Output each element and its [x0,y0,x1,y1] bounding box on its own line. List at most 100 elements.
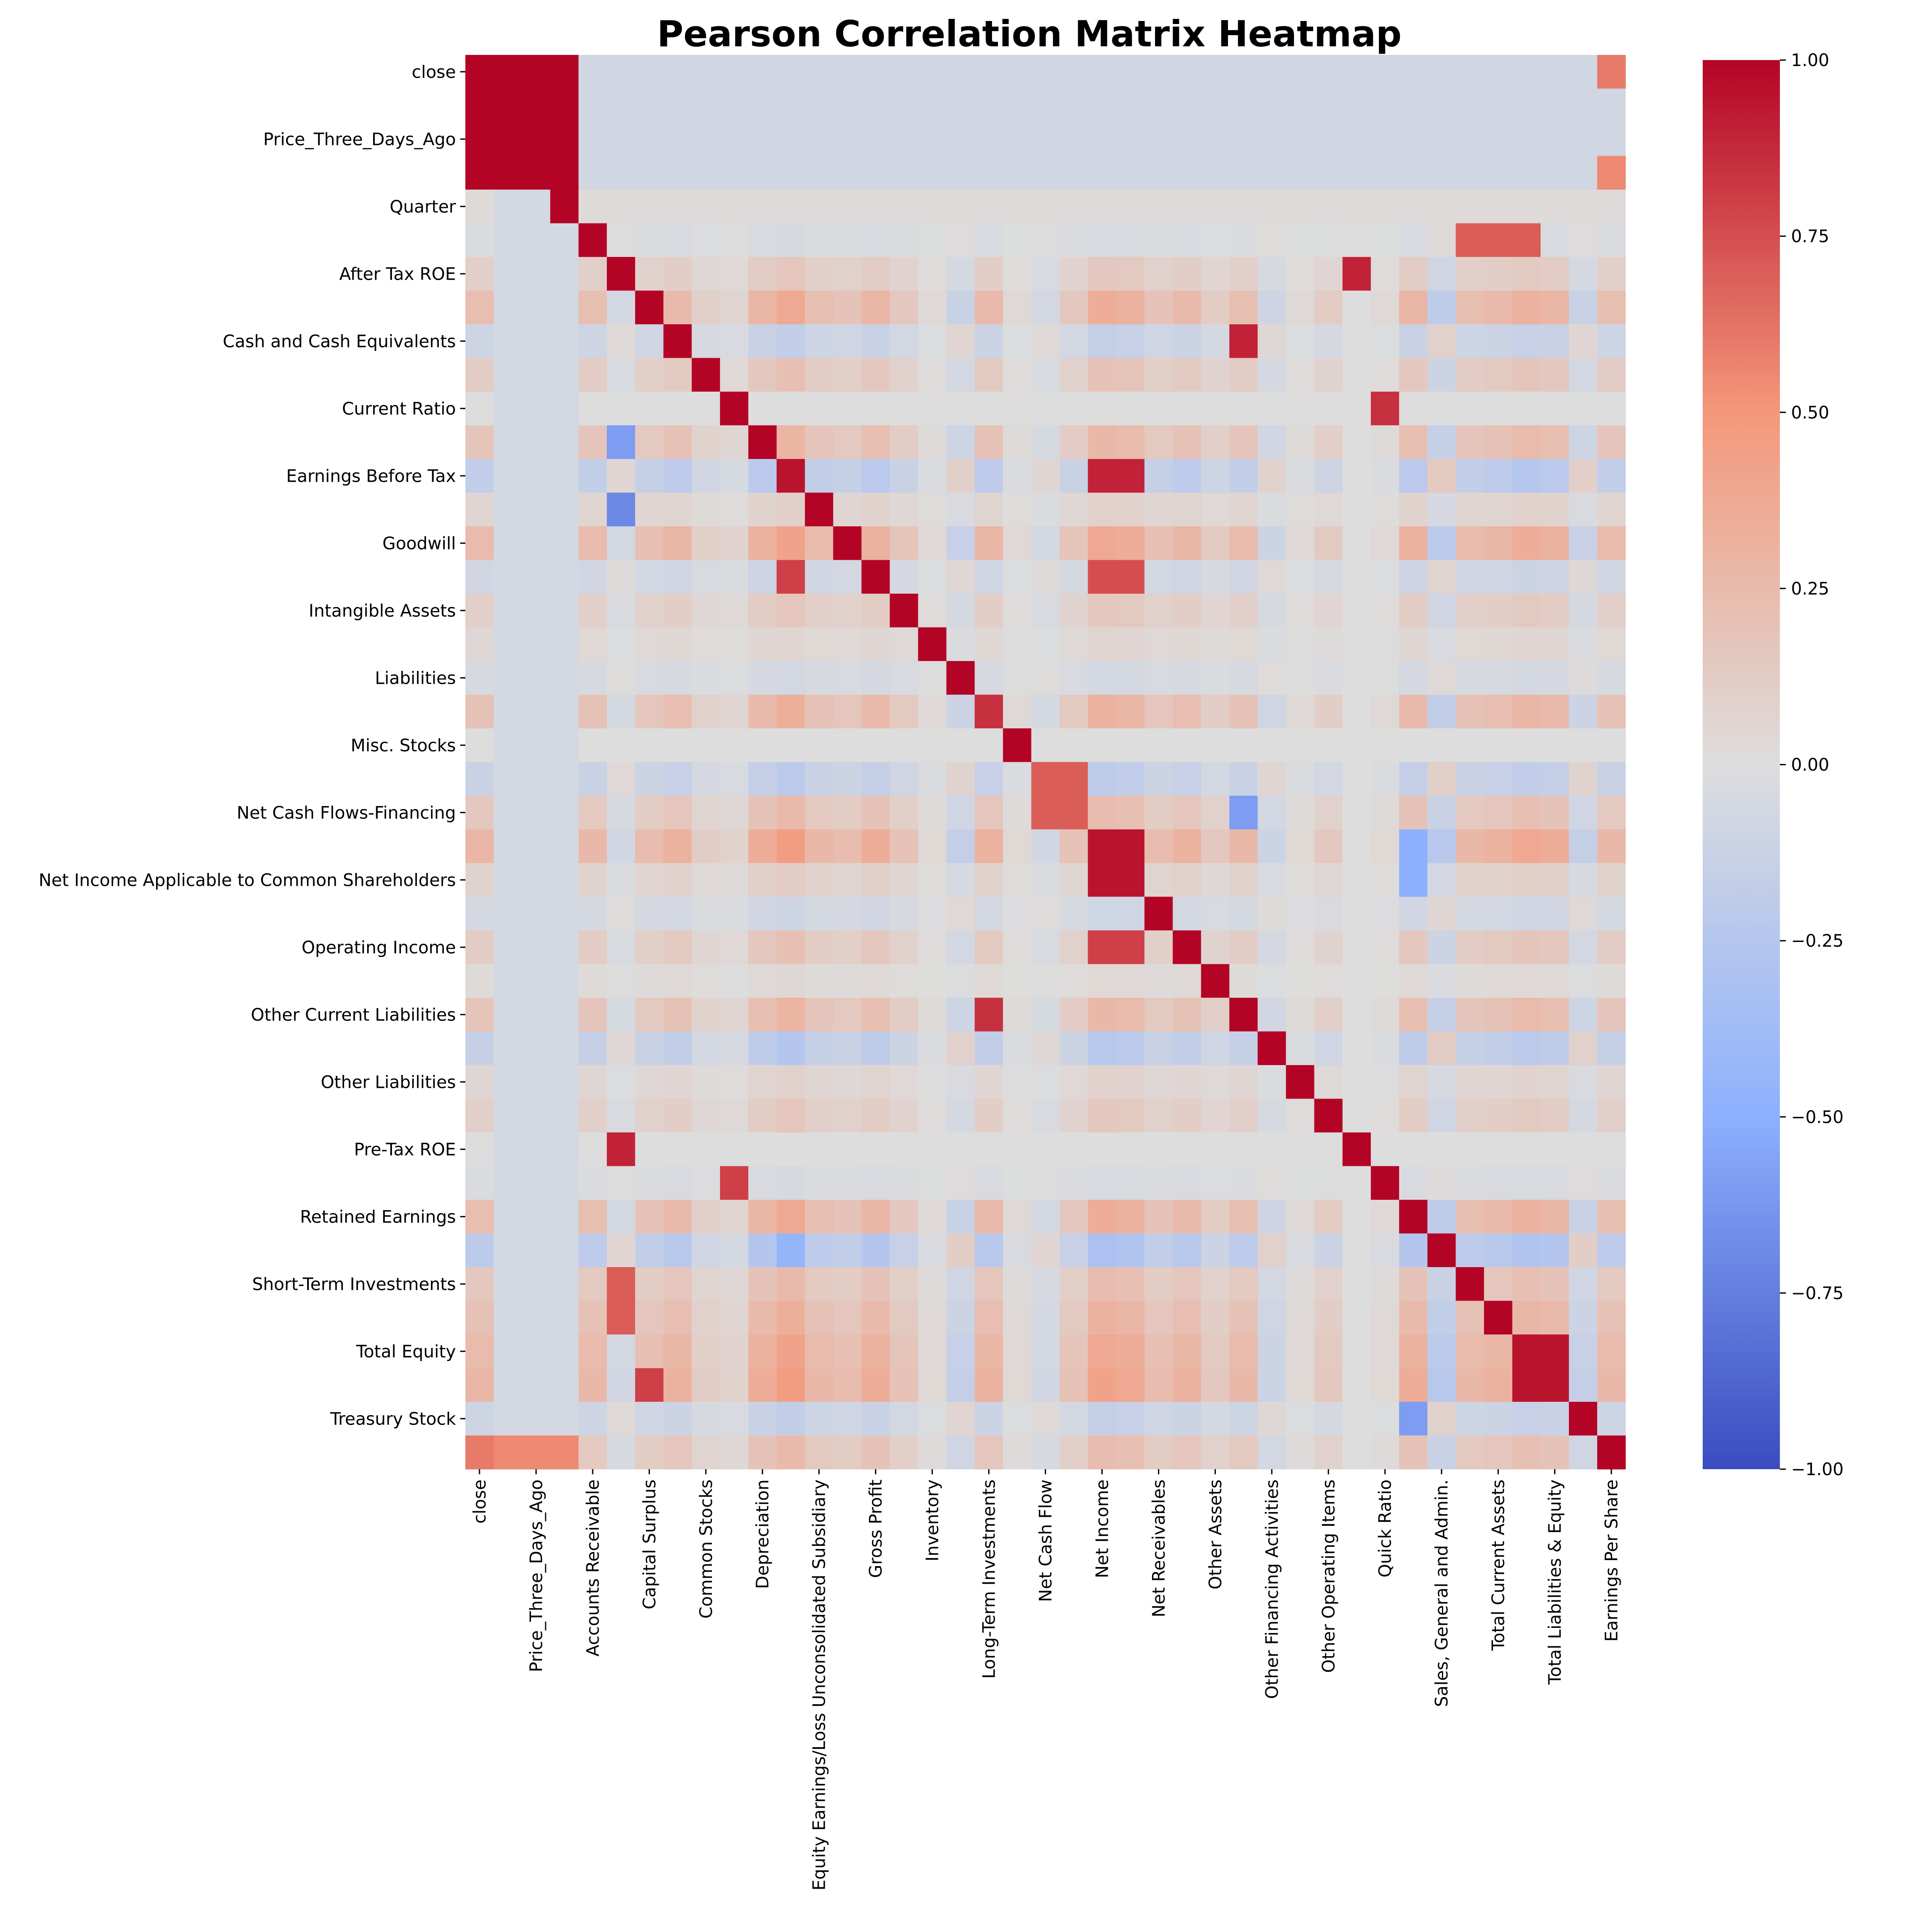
heatmap-cell [805,223,834,257]
heatmap-cell [833,1132,862,1167]
heatmap-cell [1371,796,1399,830]
heatmap-cell [550,1334,579,1369]
heatmap-cell [1144,1031,1173,1066]
heatmap-cell [805,1166,834,1200]
heatmap-cell [1371,290,1399,325]
heatmap-cell [663,728,692,763]
heatmap-cell [522,627,551,661]
heatmap-cell [805,1031,834,1066]
heatmap-cell [1541,694,1569,729]
heatmap-cell [918,762,947,796]
heatmap-cell [1342,627,1371,661]
heatmap-cell [1484,796,1513,830]
heatmap-cell [918,1031,947,1066]
heatmap-cell [1003,1435,1032,1470]
heatmap-cell [861,1132,890,1167]
heatmap-cell [1569,796,1598,830]
heatmap-cell [776,1435,805,1470]
heatmap-cell [720,1334,749,1369]
heatmap-cell [1484,694,1513,729]
heatmap-cell [890,1166,919,1200]
heatmap-cell [522,492,551,527]
heatmap-cell [1003,661,1032,695]
heatmap-cell [691,1166,721,1200]
heatmap-cell [1229,897,1258,931]
heatmap-cell [1144,55,1173,89]
heatmap-cell [1286,694,1315,729]
heatmap-cell [1314,1435,1343,1470]
heatmap-cell [635,1031,664,1066]
heatmap-cell [493,257,522,291]
heatmap-cell [1003,1031,1032,1066]
heatmap-cell [1003,762,1032,796]
heatmap-cell [606,661,636,695]
heatmap-cell [1427,796,1456,830]
heatmap-cell [974,1233,1004,1268]
heatmap-cell [861,594,890,628]
heatmap-cell [635,1267,664,1301]
heatmap-cell [776,257,805,291]
heatmap-cell [1371,594,1399,628]
heatmap-cell [833,358,862,392]
heatmap-cell [663,863,692,897]
heatmap-cell [974,526,1004,561]
heatmap-cell [1144,88,1173,123]
heatmap-cell [1173,728,1201,763]
heatmap-cell [861,1267,890,1301]
heatmap-cell [861,55,890,89]
heatmap-cell [1258,1402,1286,1436]
heatmap-cell [1484,863,1513,897]
heatmap-cell [1229,1166,1258,1200]
heatmap-cell [946,1233,975,1268]
heatmap-cell [946,190,975,224]
heatmap-cell [776,223,805,257]
heatmap-cell [1371,156,1399,190]
heatmap-cell [465,122,494,157]
heatmap-cell [1286,392,1315,426]
heatmap-cell [918,964,947,998]
heatmap-cell [1399,55,1428,89]
heatmap-cell [1427,1368,1456,1402]
y-tick-label: Current Ratio [342,399,456,419]
heatmap-cell [720,1368,749,1402]
heatmap-cell [890,930,919,965]
heatmap-cell [635,290,664,325]
heatmap-cell [606,694,636,729]
heatmap-cell [946,324,975,359]
heatmap-cell [1484,1166,1513,1200]
heatmap-cell [465,762,494,796]
heatmap-cell [918,492,947,527]
heatmap-cell [1003,257,1032,291]
heatmap-cell [465,1099,494,1133]
heatmap-cell [1059,1065,1089,1099]
heatmap-cell [918,190,947,224]
heatmap-cell [578,358,607,392]
heatmap-cell [805,627,834,661]
heatmap-cell [1512,459,1541,493]
heatmap-cell [522,257,551,291]
heatmap-cell [465,1166,494,1200]
heatmap-cell [861,762,890,796]
heatmap-cell [635,1065,664,1099]
heatmap-cell [1003,88,1032,123]
heatmap-cell [748,324,777,359]
heatmap-cell [663,459,692,493]
heatmap-cell [663,1435,692,1470]
heatmap-cell [1456,324,1484,359]
heatmap-cell [663,257,692,291]
heatmap-cell [748,1200,777,1234]
heatmap-cell [890,122,919,157]
heatmap-cell [1569,1233,1598,1268]
heatmap-cell [465,88,494,123]
heatmap-cell [748,930,777,965]
heatmap-cell [1342,1368,1371,1402]
heatmap-cell [522,1301,551,1335]
heatmap-cell [493,55,522,89]
heatmap-cell [918,1334,947,1369]
heatmap-cell [748,1334,777,1369]
heatmap-cell [1088,358,1117,392]
heatmap-cell [720,930,749,965]
heatmap-cell [974,324,1004,359]
heatmap-cell [1597,1065,1626,1099]
heatmap-cell [974,1166,1004,1200]
